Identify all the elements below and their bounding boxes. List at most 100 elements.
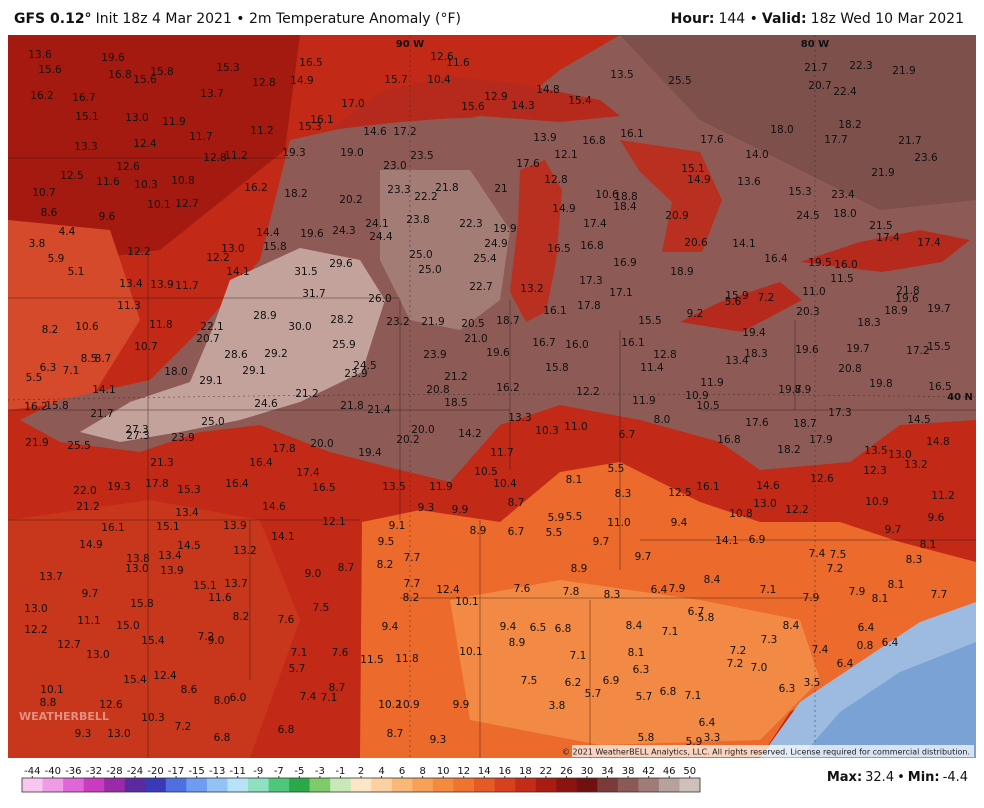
anomaly-label: 15.3 xyxy=(216,62,239,74)
anomaly-label: 13.4 xyxy=(119,278,143,290)
anomaly-label: 7.7 xyxy=(404,578,421,590)
anomaly-label: 10.5 xyxy=(696,400,719,412)
anomaly-label: 10.3 xyxy=(141,712,164,724)
anomaly-label: 13.0 xyxy=(753,498,776,510)
colorbar-frame xyxy=(21,777,701,793)
anomaly-label: 28.6 xyxy=(224,349,248,361)
anomaly-label: 10.8 xyxy=(171,175,194,187)
anomaly-label: 21.9 xyxy=(892,65,915,77)
anomaly-label: 20.5 xyxy=(461,318,484,330)
colorbar-swatch xyxy=(186,778,208,792)
anomaly-label: 18.7 xyxy=(793,418,816,430)
anomaly-label: 19.6 xyxy=(300,228,324,240)
anomaly-label: 11.6 xyxy=(96,176,120,188)
anomaly-label: 15.1 xyxy=(681,163,704,175)
anomaly-label: 13.7 xyxy=(200,88,223,100)
colorbar-label: -44 xyxy=(24,766,40,777)
anomaly-label: 14.2 xyxy=(458,428,481,440)
anomaly-label: 11.5 xyxy=(360,654,383,666)
anomaly-label: 10.1 xyxy=(459,646,482,658)
anomaly-label: 8.6 xyxy=(41,207,58,219)
anomaly-label: 12.8 xyxy=(203,152,226,164)
colorbar-swatch xyxy=(63,778,84,792)
colorbar-swatch xyxy=(515,778,536,792)
anomaly-label: 12.7 xyxy=(57,639,80,651)
colorbar-label: 30 xyxy=(581,766,594,777)
anomaly-label: 21.7 xyxy=(898,135,921,147)
anomaly-label: 10.4 xyxy=(493,478,517,490)
colorbar-swatch xyxy=(42,778,64,792)
anomaly-label: 23.2 xyxy=(386,316,409,328)
anomaly-label: 17.6 xyxy=(745,417,769,429)
anomaly-label: 15.8 xyxy=(130,598,153,610)
colorbar-label: 6 xyxy=(399,766,405,777)
colorbar-label: 50 xyxy=(683,766,696,777)
anomaly-label: 15.6 xyxy=(461,101,485,113)
colorbar-label: 42 xyxy=(642,766,655,777)
anomaly-label: 16.8 xyxy=(582,135,605,147)
colorbar-swatch xyxy=(124,778,146,792)
anomaly-label: 18.0 xyxy=(770,124,793,136)
anomaly-label: 7.1 xyxy=(760,584,777,596)
anomaly-label: 15.3 xyxy=(177,484,200,496)
anomaly-label: 19.5 xyxy=(808,257,831,269)
anomaly-label: 6.9 xyxy=(603,675,620,687)
anomaly-label: 8.1 xyxy=(628,647,645,659)
colorbar-swatch xyxy=(576,778,598,792)
anomaly-label: 5.5 xyxy=(546,527,563,539)
colorbar-swatch xyxy=(248,778,269,792)
anomaly-label: 15.6 xyxy=(133,74,157,86)
copyright: © 2021 WeatherBELL Analytics, LLC. All r… xyxy=(562,748,970,757)
anomaly-label: 12.9 xyxy=(484,91,507,103)
header-text: Init 18z 4 Mar 2021 • 2m Temperature Ano… xyxy=(95,11,461,27)
anomaly-label: 0.8 xyxy=(857,640,874,652)
anomaly-label: 17.6 xyxy=(700,134,724,146)
anomaly-label: 9.4 xyxy=(500,621,517,633)
map-background xyxy=(8,35,976,758)
anomaly-label: 12.7 xyxy=(175,198,198,210)
colorbar-swatch xyxy=(617,778,639,792)
anomaly-label: 23.3 xyxy=(387,184,410,196)
anomaly-label: 10.3 xyxy=(134,179,157,191)
anomaly-label: 11.0 xyxy=(564,421,587,433)
anomaly-label: 7.2 xyxy=(827,563,844,575)
anomaly-label: 11.5 xyxy=(830,273,853,285)
colorbar-swatch xyxy=(597,778,619,792)
colorbar-swatch xyxy=(432,778,454,792)
header-left: GFS 0.12° Init 18z 4 Mar 2021 • 2m Temper… xyxy=(14,11,465,27)
anomaly-label: 17.6 xyxy=(516,158,540,170)
anomaly-label: 16.4 xyxy=(249,457,273,469)
anomaly-label: 22.0 xyxy=(73,485,96,497)
lat-label: 40 N xyxy=(947,392,973,403)
anomaly-label: 14.3 xyxy=(511,100,534,112)
anomaly-label: 19.4 xyxy=(742,327,766,339)
anomaly-label: 27.3 xyxy=(125,424,148,436)
anomaly-label: 19.0 xyxy=(340,147,363,159)
anomaly-label: 17.2 xyxy=(393,126,416,138)
anomaly-label: 14.8 xyxy=(536,84,559,96)
anomaly-label: 28.2 xyxy=(330,314,353,326)
anomaly-label: 11.7 xyxy=(490,447,513,459)
anomaly-label: 15.4 xyxy=(568,95,592,107)
colorbar-label: -7 xyxy=(274,766,284,777)
anomaly-label: 6.7 xyxy=(688,606,705,618)
colorbar-swatch xyxy=(391,778,413,792)
anomaly-label: 11.0 xyxy=(607,517,630,529)
anomaly-label: 18.7 xyxy=(496,315,519,327)
header-text: 144 • xyxy=(718,11,758,27)
anomaly-label: 15.5 xyxy=(927,341,950,353)
anomaly-label: 3.3 xyxy=(704,732,721,744)
anomaly-label: 9.4 xyxy=(382,621,399,633)
anomaly-label: 13.2 xyxy=(233,545,256,557)
anomaly-label: 17.7 xyxy=(824,134,847,146)
colorbar-swatch xyxy=(289,778,310,792)
anomaly-label: 10.2 xyxy=(378,699,401,711)
anomaly-label: 9.3 xyxy=(75,728,92,740)
anomaly-label: 18.9 xyxy=(884,305,907,317)
header-text: Hour: xyxy=(670,11,715,27)
anomaly-label: 16.2 xyxy=(496,382,519,394)
anomaly-label: 16.0 xyxy=(565,339,588,351)
anomaly-label: 9.0 xyxy=(208,635,225,647)
anomaly-label: 13.0 xyxy=(24,603,47,615)
anomaly-label: 16.4 xyxy=(225,478,249,490)
